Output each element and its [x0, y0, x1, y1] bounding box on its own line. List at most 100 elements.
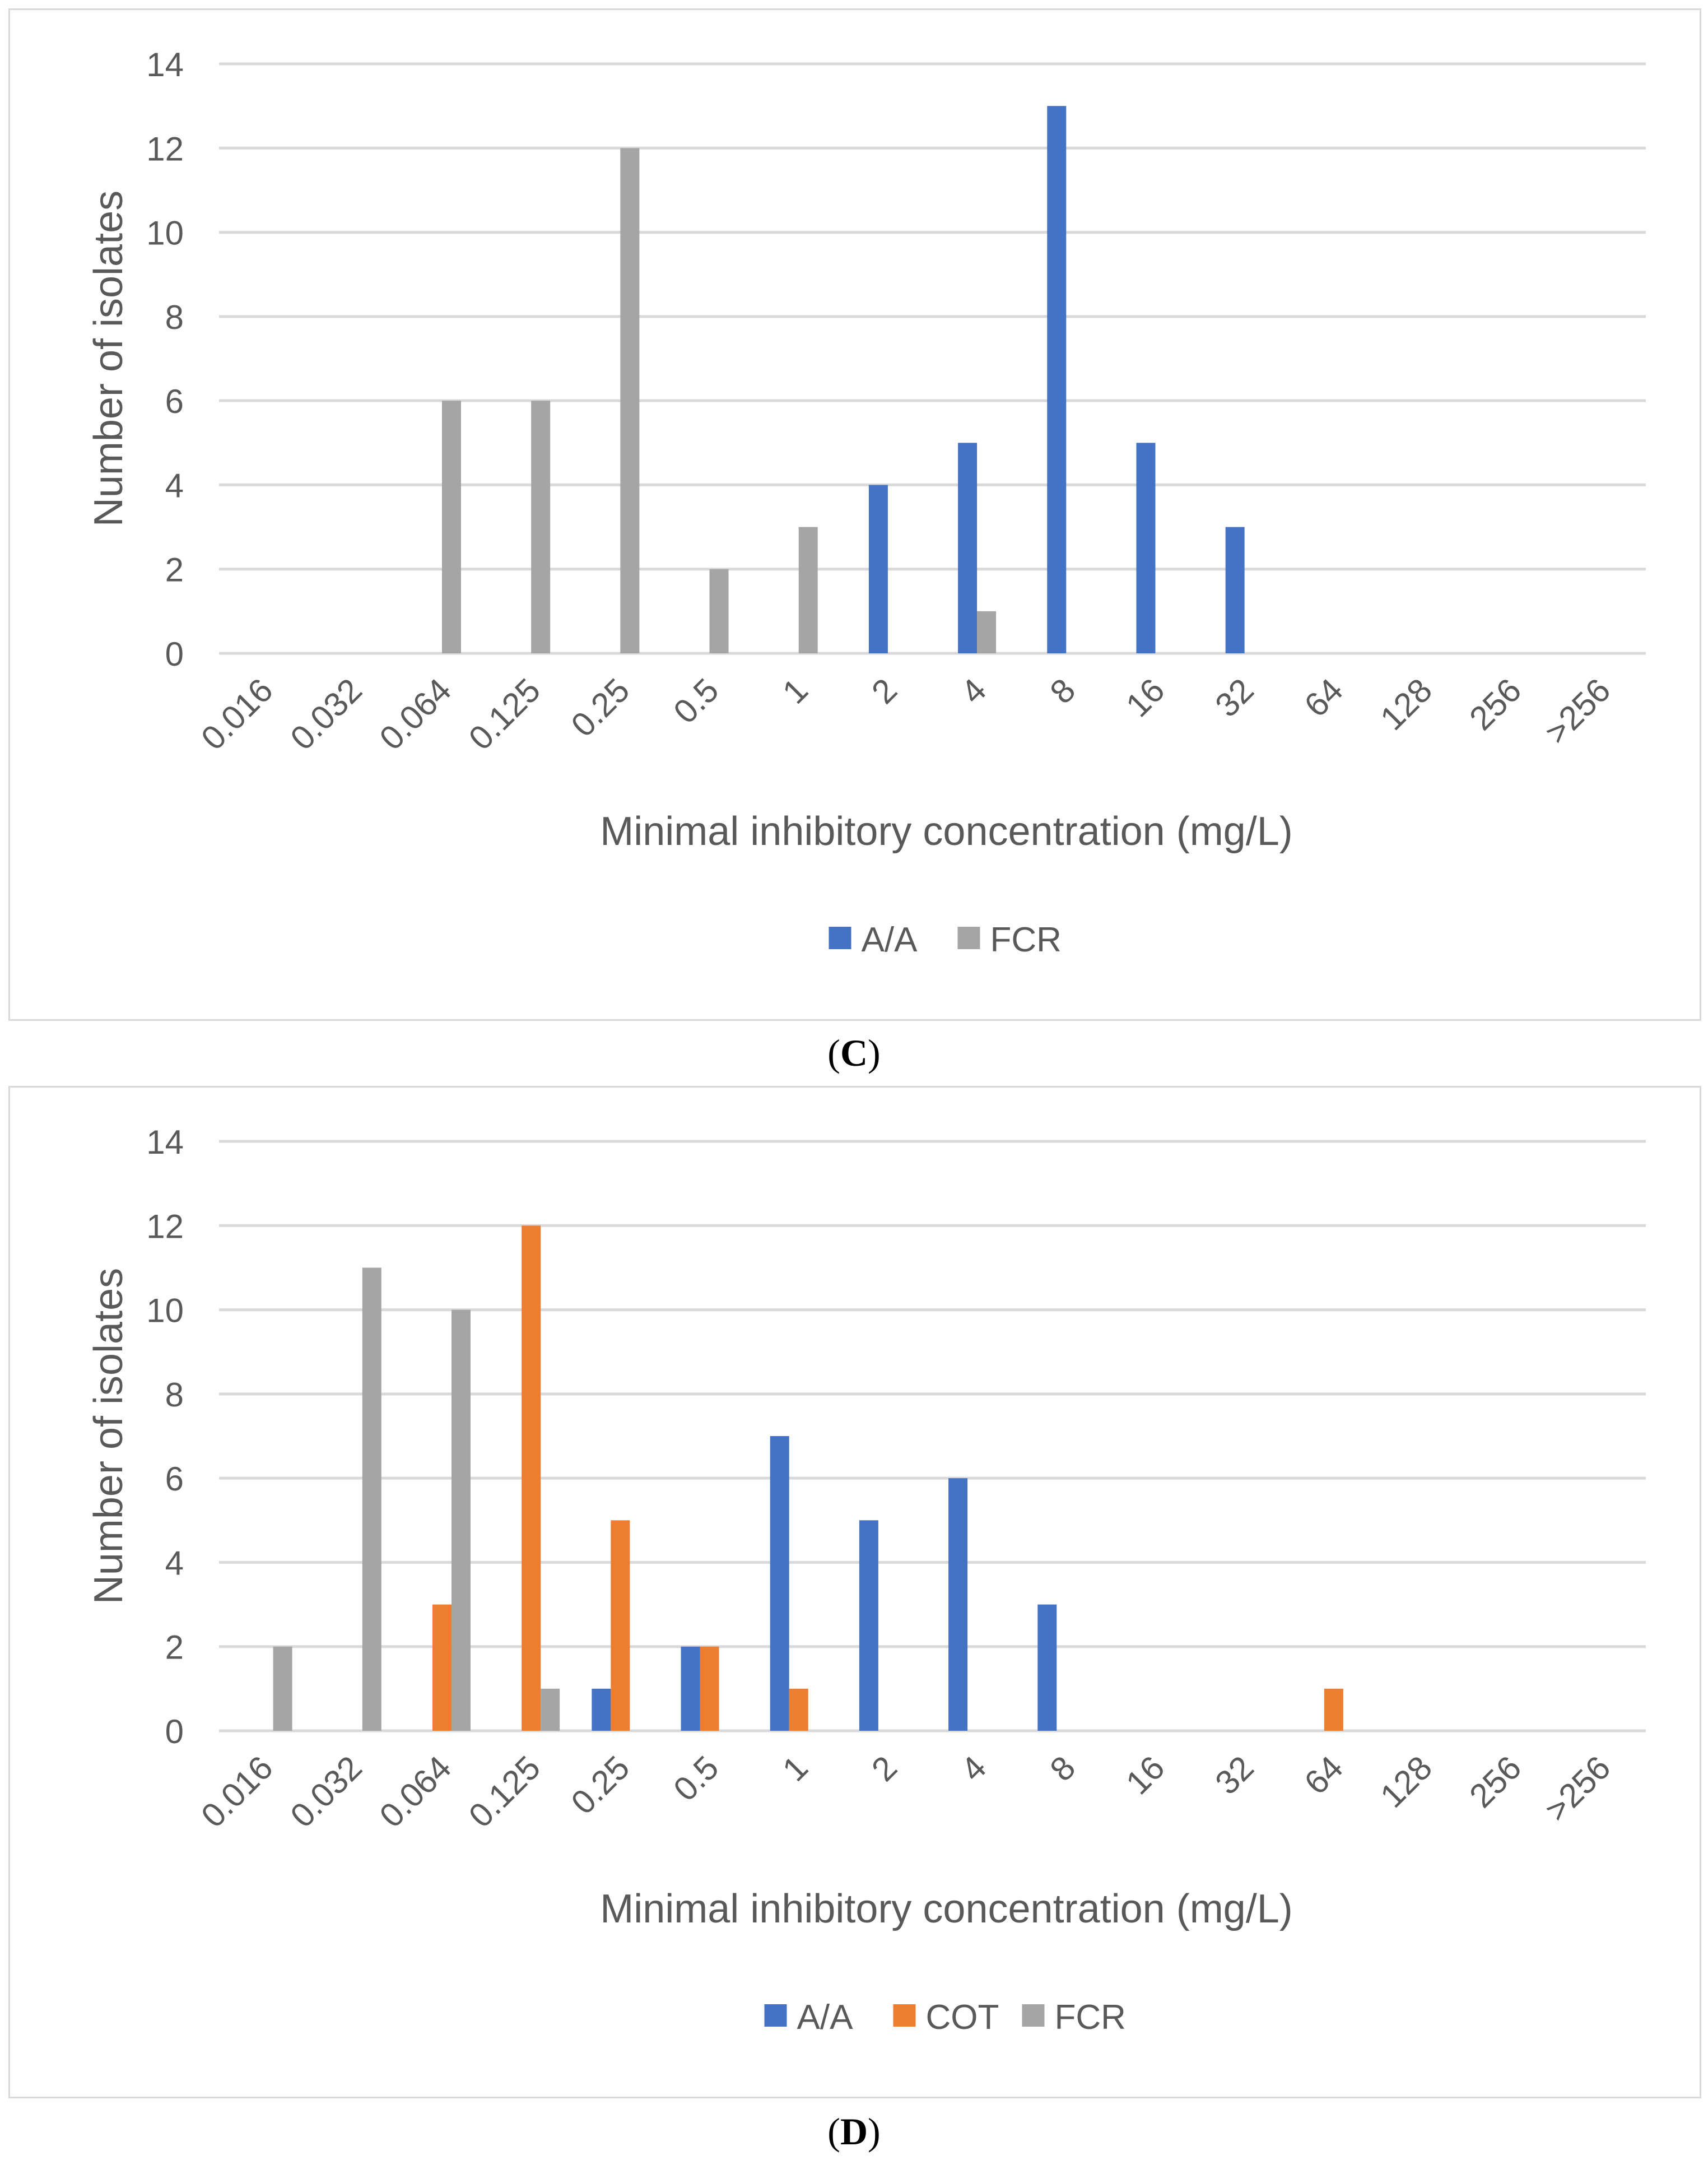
x-tick-label: 0.064	[373, 671, 459, 758]
x-tick-label: 0.064	[373, 1749, 459, 1835]
x-tick-label: 64	[1297, 1749, 1350, 1802]
y-tick-label: 12	[146, 1207, 184, 1245]
x-axis-title: Minimal inhibitory concentration (mg/L)	[600, 1887, 1292, 1931]
x-tick-label: 0.5	[666, 671, 725, 731]
bar-aa-0.5	[681, 1646, 700, 1731]
x-tick-label: 64	[1297, 671, 1350, 724]
x-tick-label: >256	[1538, 1749, 1618, 1829]
bar-aa-4	[948, 1478, 968, 1731]
x-tick-label: >256	[1538, 671, 1618, 751]
bar-aa-8	[1037, 1604, 1057, 1731]
y-tick-label: 4	[165, 467, 184, 504]
x-tick-label: 0.125	[462, 671, 548, 758]
caption-d-open: (	[827, 2110, 840, 2153]
bar-cot-0.064	[432, 1604, 452, 1731]
x-tick-label: 0.016	[194, 671, 280, 758]
bar-aa-0.25	[592, 1688, 611, 1731]
x-tick-label: 1	[775, 1749, 815, 1789]
x-tick-label: 0.032	[283, 671, 369, 758]
bar-aa-8	[1047, 106, 1067, 654]
bar-cot-0.5	[700, 1646, 719, 1731]
y-tick-label: 0	[165, 1713, 184, 1750]
caption-c-close: )	[868, 1032, 881, 1074]
legend-swatch-fcr	[1022, 2004, 1045, 2027]
y-tick-label: 10	[146, 1292, 184, 1330]
caption-d: (D)	[0, 2110, 1708, 2154]
bar-aa-16	[1136, 443, 1156, 653]
caption-d-close: )	[868, 2110, 881, 2153]
bar-aa-2	[859, 1520, 878, 1731]
x-tick-label: 16	[1119, 1749, 1172, 1802]
legend-label: FCR	[990, 921, 1062, 959]
x-tick-label: 4	[953, 671, 993, 711]
x-tick-label: 32	[1208, 1749, 1261, 1802]
y-tick-label: 4	[165, 1544, 184, 1582]
x-tick-label: 0.032	[283, 1749, 369, 1835]
y-tick-label: 0	[165, 635, 184, 673]
y-tick-label: 8	[165, 299, 184, 336]
x-tick-label: 0.016	[194, 1749, 280, 1835]
x-tick-label: 2	[864, 671, 904, 711]
y-tick-label: 8	[165, 1376, 184, 1414]
bar-fcr-1	[798, 527, 818, 653]
bar-fcr-0.125	[531, 401, 551, 653]
bar-fcr-0.064	[451, 1309, 471, 1731]
x-tick-label: 128	[1373, 1749, 1439, 1815]
bar-aa-32	[1225, 527, 1245, 653]
y-tick-label: 14	[146, 1123, 184, 1161]
legend-swatch-fcr	[957, 927, 980, 949]
bar-fcr-4	[977, 611, 997, 653]
x-tick-label: 8	[1043, 671, 1082, 711]
legend-label: A/A	[862, 921, 918, 959]
y-tick-label: 10	[146, 215, 184, 252]
x-tick-label: 2	[864, 1749, 904, 1789]
x-tick-label: 0.25	[564, 1749, 637, 1822]
y-tick-label: 14	[146, 46, 184, 83]
legend-label: A/A	[797, 1998, 854, 2037]
bar-aa-4	[958, 443, 978, 653]
bar-fcr-0.032	[362, 1267, 381, 1731]
y-tick-label: 6	[165, 383, 184, 420]
bar-cot-1	[789, 1688, 808, 1731]
y-tick-label: 6	[165, 1460, 184, 1498]
y-tick-label: 12	[146, 130, 184, 168]
x-tick-label: 128	[1373, 671, 1439, 737]
x-tick-label: 4	[953, 1749, 993, 1789]
caption-d-letter: D	[840, 2110, 868, 2153]
y-tick-label: 2	[165, 551, 184, 589]
bar-fcr-0.25	[620, 148, 640, 653]
legend-label: FCR	[1055, 1998, 1126, 2037]
caption-c: (C)	[0, 1031, 1708, 1075]
x-axis-title: Minimal inhibitory concentration (mg/L)	[600, 809, 1292, 854]
legend-swatch-aa	[829, 927, 851, 949]
x-tick-label: 1	[775, 671, 815, 711]
y-axis-title: Number of isolates	[86, 191, 131, 527]
x-tick-label: 0.125	[462, 1749, 548, 1835]
x-tick-label: 256	[1462, 671, 1528, 737]
x-tick-label: 0.25	[564, 671, 637, 744]
bar-fcr-0.5	[709, 569, 729, 653]
bar-fcr-0.125	[541, 1688, 560, 1731]
bar-cot-0.25	[611, 1520, 630, 1731]
bar-cot-0.125	[522, 1225, 541, 1731]
x-tick-label: 32	[1208, 671, 1261, 724]
y-tick-label: 2	[165, 1629, 184, 1666]
chart-panel-d: 0 2 4 6 8 10 12 14 0.016 0.032 0.064 0.125 0.25 0.5 1 2…	[8, 1086, 1701, 2098]
caption-c-letter: C	[840, 1032, 868, 1074]
x-tick-label: 256	[1462, 1749, 1528, 1815]
legend-swatch-cot	[893, 2004, 916, 2027]
x-tick-label: 16	[1119, 671, 1172, 724]
bar-cot-64	[1324, 1688, 1343, 1731]
chart-panel-c: 0 2 4 6 8 10 12 14 0.016 0.032 0.064 0.125 0.25 0.5 1 2…	[8, 8, 1701, 1021]
y-axis-title: Number of isolates	[86, 1268, 131, 1604]
caption-c-open: (	[827, 1032, 840, 1074]
bar-aa-2	[868, 485, 888, 653]
bar-fcr-0.064	[441, 401, 461, 653]
x-tick-label: 8	[1043, 1749, 1082, 1789]
legend-swatch-aa	[764, 2004, 787, 2027]
bar-aa-1	[770, 1436, 789, 1731]
legend-label: COT	[926, 1998, 999, 2037]
x-tick-label: 0.5	[666, 1749, 725, 1808]
